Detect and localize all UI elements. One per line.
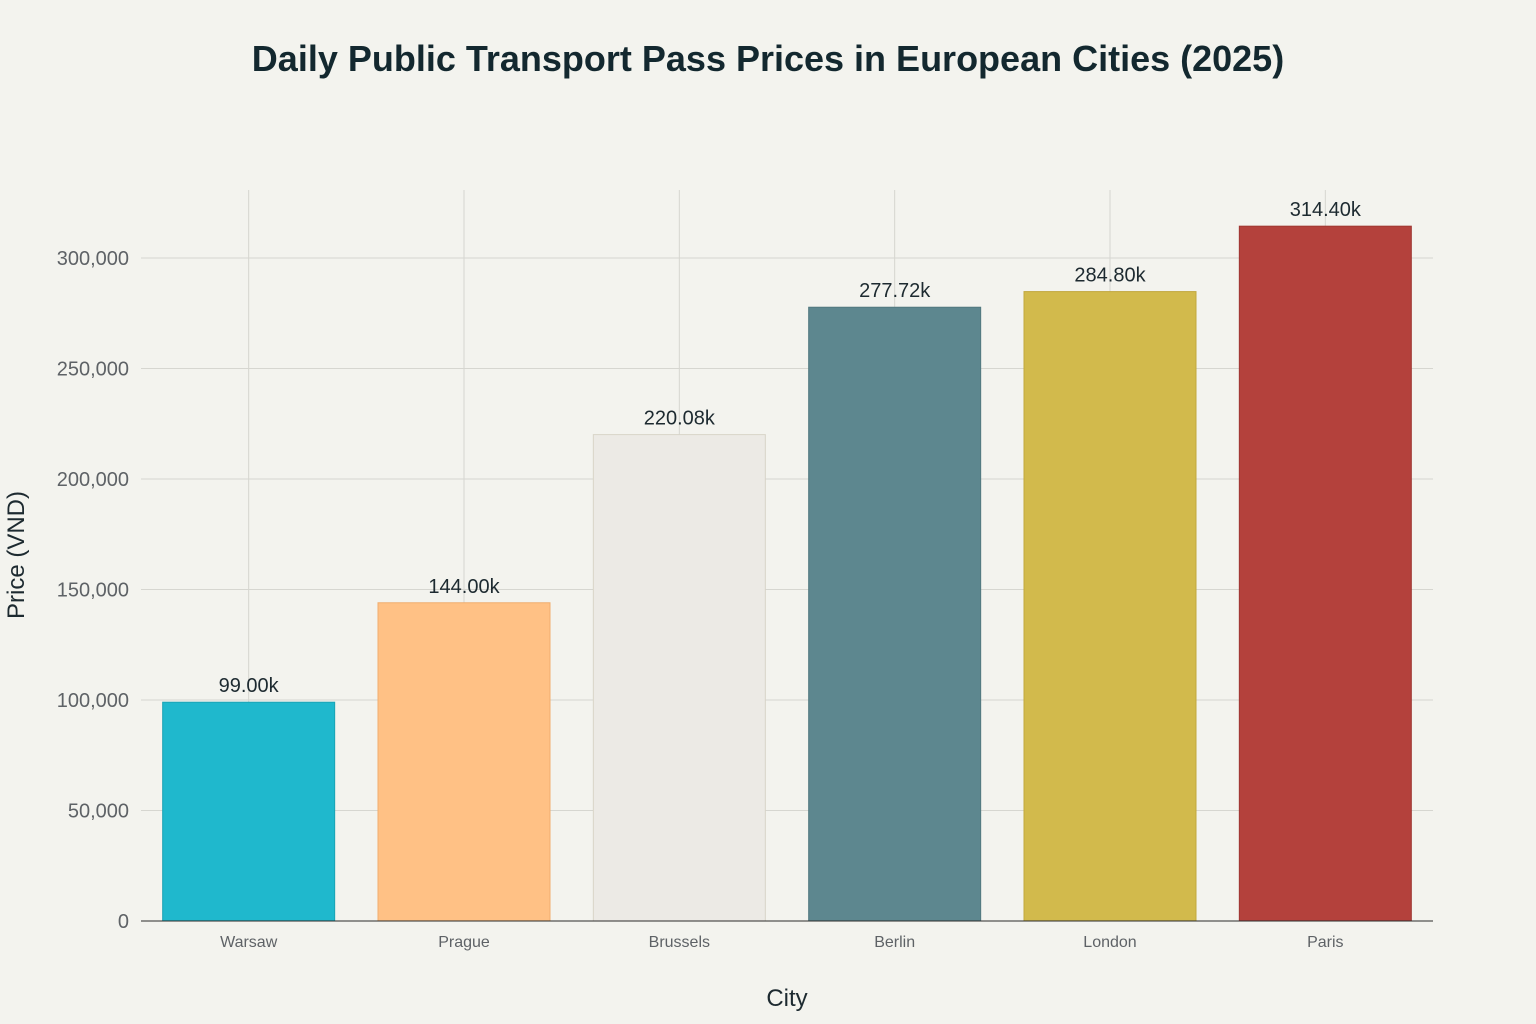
- bar-paris: [1238, 225, 1412, 922]
- x-axis-title: City: [766, 985, 807, 1012]
- x-tick-label-paris: Paris: [1307, 934, 1343, 951]
- data-label-london: 284.80k: [1074, 265, 1146, 287]
- axis-layer: 0 50,000 100,000 150,000 200,000 250,000 300,0…: [57, 248, 1433, 951]
- bar-berlin: [808, 306, 982, 922]
- bar-prague: [377, 602, 551, 922]
- bars-layer: [162, 225, 1412, 922]
- data-label-warsaw: 99.00k: [219, 675, 280, 697]
- y-tick-label: 150,000: [57, 580, 129, 602]
- x-tick-label-london: London: [1083, 934, 1136, 951]
- data-label-berlin: 277.72k: [859, 280, 931, 302]
- bar-brussels: [592, 434, 766, 922]
- bar-warsaw: [162, 701, 336, 922]
- y-tick-label: 100,000: [57, 690, 129, 712]
- labels-layer: 99.00k 144.00k 220.08k 277.72k 284.80k 314.40…: [219, 199, 1362, 697]
- data-label-prague: 144.00k: [428, 576, 500, 598]
- x-tick-label-prague: Prague: [438, 934, 490, 951]
- x-tick-label-brussels: Brussels: [649, 934, 710, 951]
- y-tick-label: 0: [118, 911, 129, 933]
- y-tick-label: 250,000: [57, 359, 129, 381]
- chart-title: Daily Public Transport Pass Prices in Eu…: [251, 38, 1285, 79]
- data-label-brussels: 220.08k: [644, 408, 716, 430]
- x-tick-label-warsaw: Warsaw: [220, 934, 278, 951]
- x-tick-label-berlin: Berlin: [874, 934, 915, 951]
- y-tick-label: 200,000: [57, 469, 129, 491]
- y-tick-label: 50,000: [68, 801, 129, 823]
- y-tick-label: 300,000: [57, 248, 129, 270]
- bar-london: [1023, 291, 1197, 922]
- y-axis-title: Price (VND): [3, 491, 30, 619]
- data-label-paris: 314.40k: [1290, 199, 1362, 221]
